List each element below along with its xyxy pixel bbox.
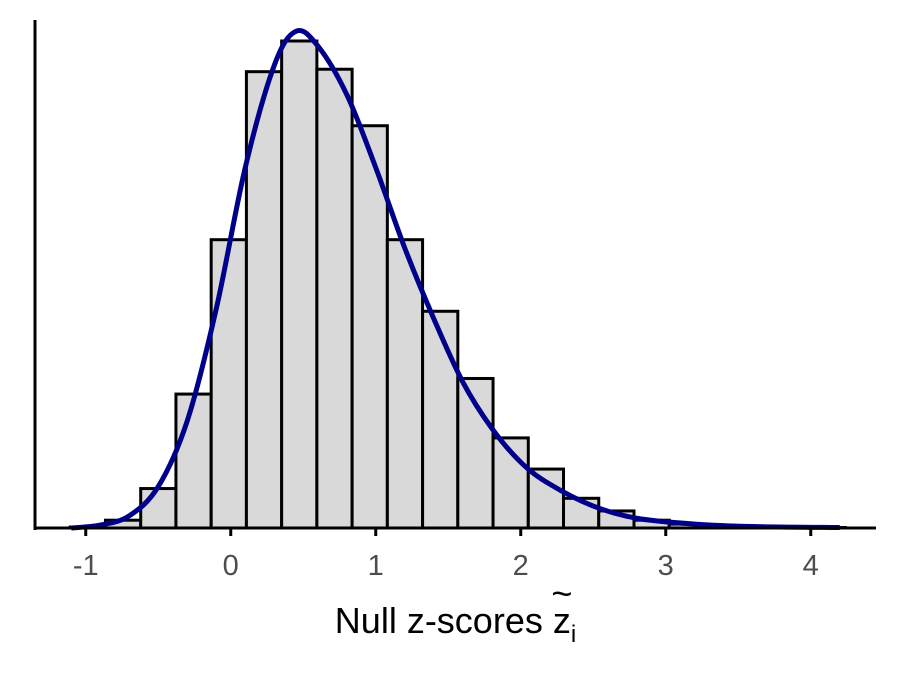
density-curve: [70, 28, 840, 531]
x-axis-title: Null z-scores zi: [335, 600, 576, 648]
x-tick-label: 4: [803, 550, 819, 582]
histogram-bars: [68, 39, 847, 530]
histogram-bar: [209, 238, 248, 530]
x-axis-title-symbol: z: [553, 600, 571, 641]
x-tick-label: 3: [658, 550, 674, 582]
histogram-bar: [139, 487, 178, 530]
histogram-bar: [385, 238, 425, 530]
histogram-bar: [421, 309, 460, 530]
histogram-bar: [280, 39, 319, 530]
x-tick-label: 2: [513, 550, 529, 582]
x-axis-title-tilde: ~: [551, 573, 572, 614]
x-axis-title-subscript: i: [571, 621, 576, 648]
x-tick-label: 0: [223, 550, 239, 582]
histogram-bar: [174, 392, 213, 530]
x-tick-label: 1: [368, 550, 384, 582]
x-tick-label: -1: [73, 550, 99, 582]
histogram-bar: [526, 467, 566, 530]
histogram-bar: [315, 67, 354, 530]
x-axis-ticks: -1 0 1 2 3 4: [73, 528, 819, 582]
x-axis-title-text: Null z-scores: [335, 600, 553, 641]
